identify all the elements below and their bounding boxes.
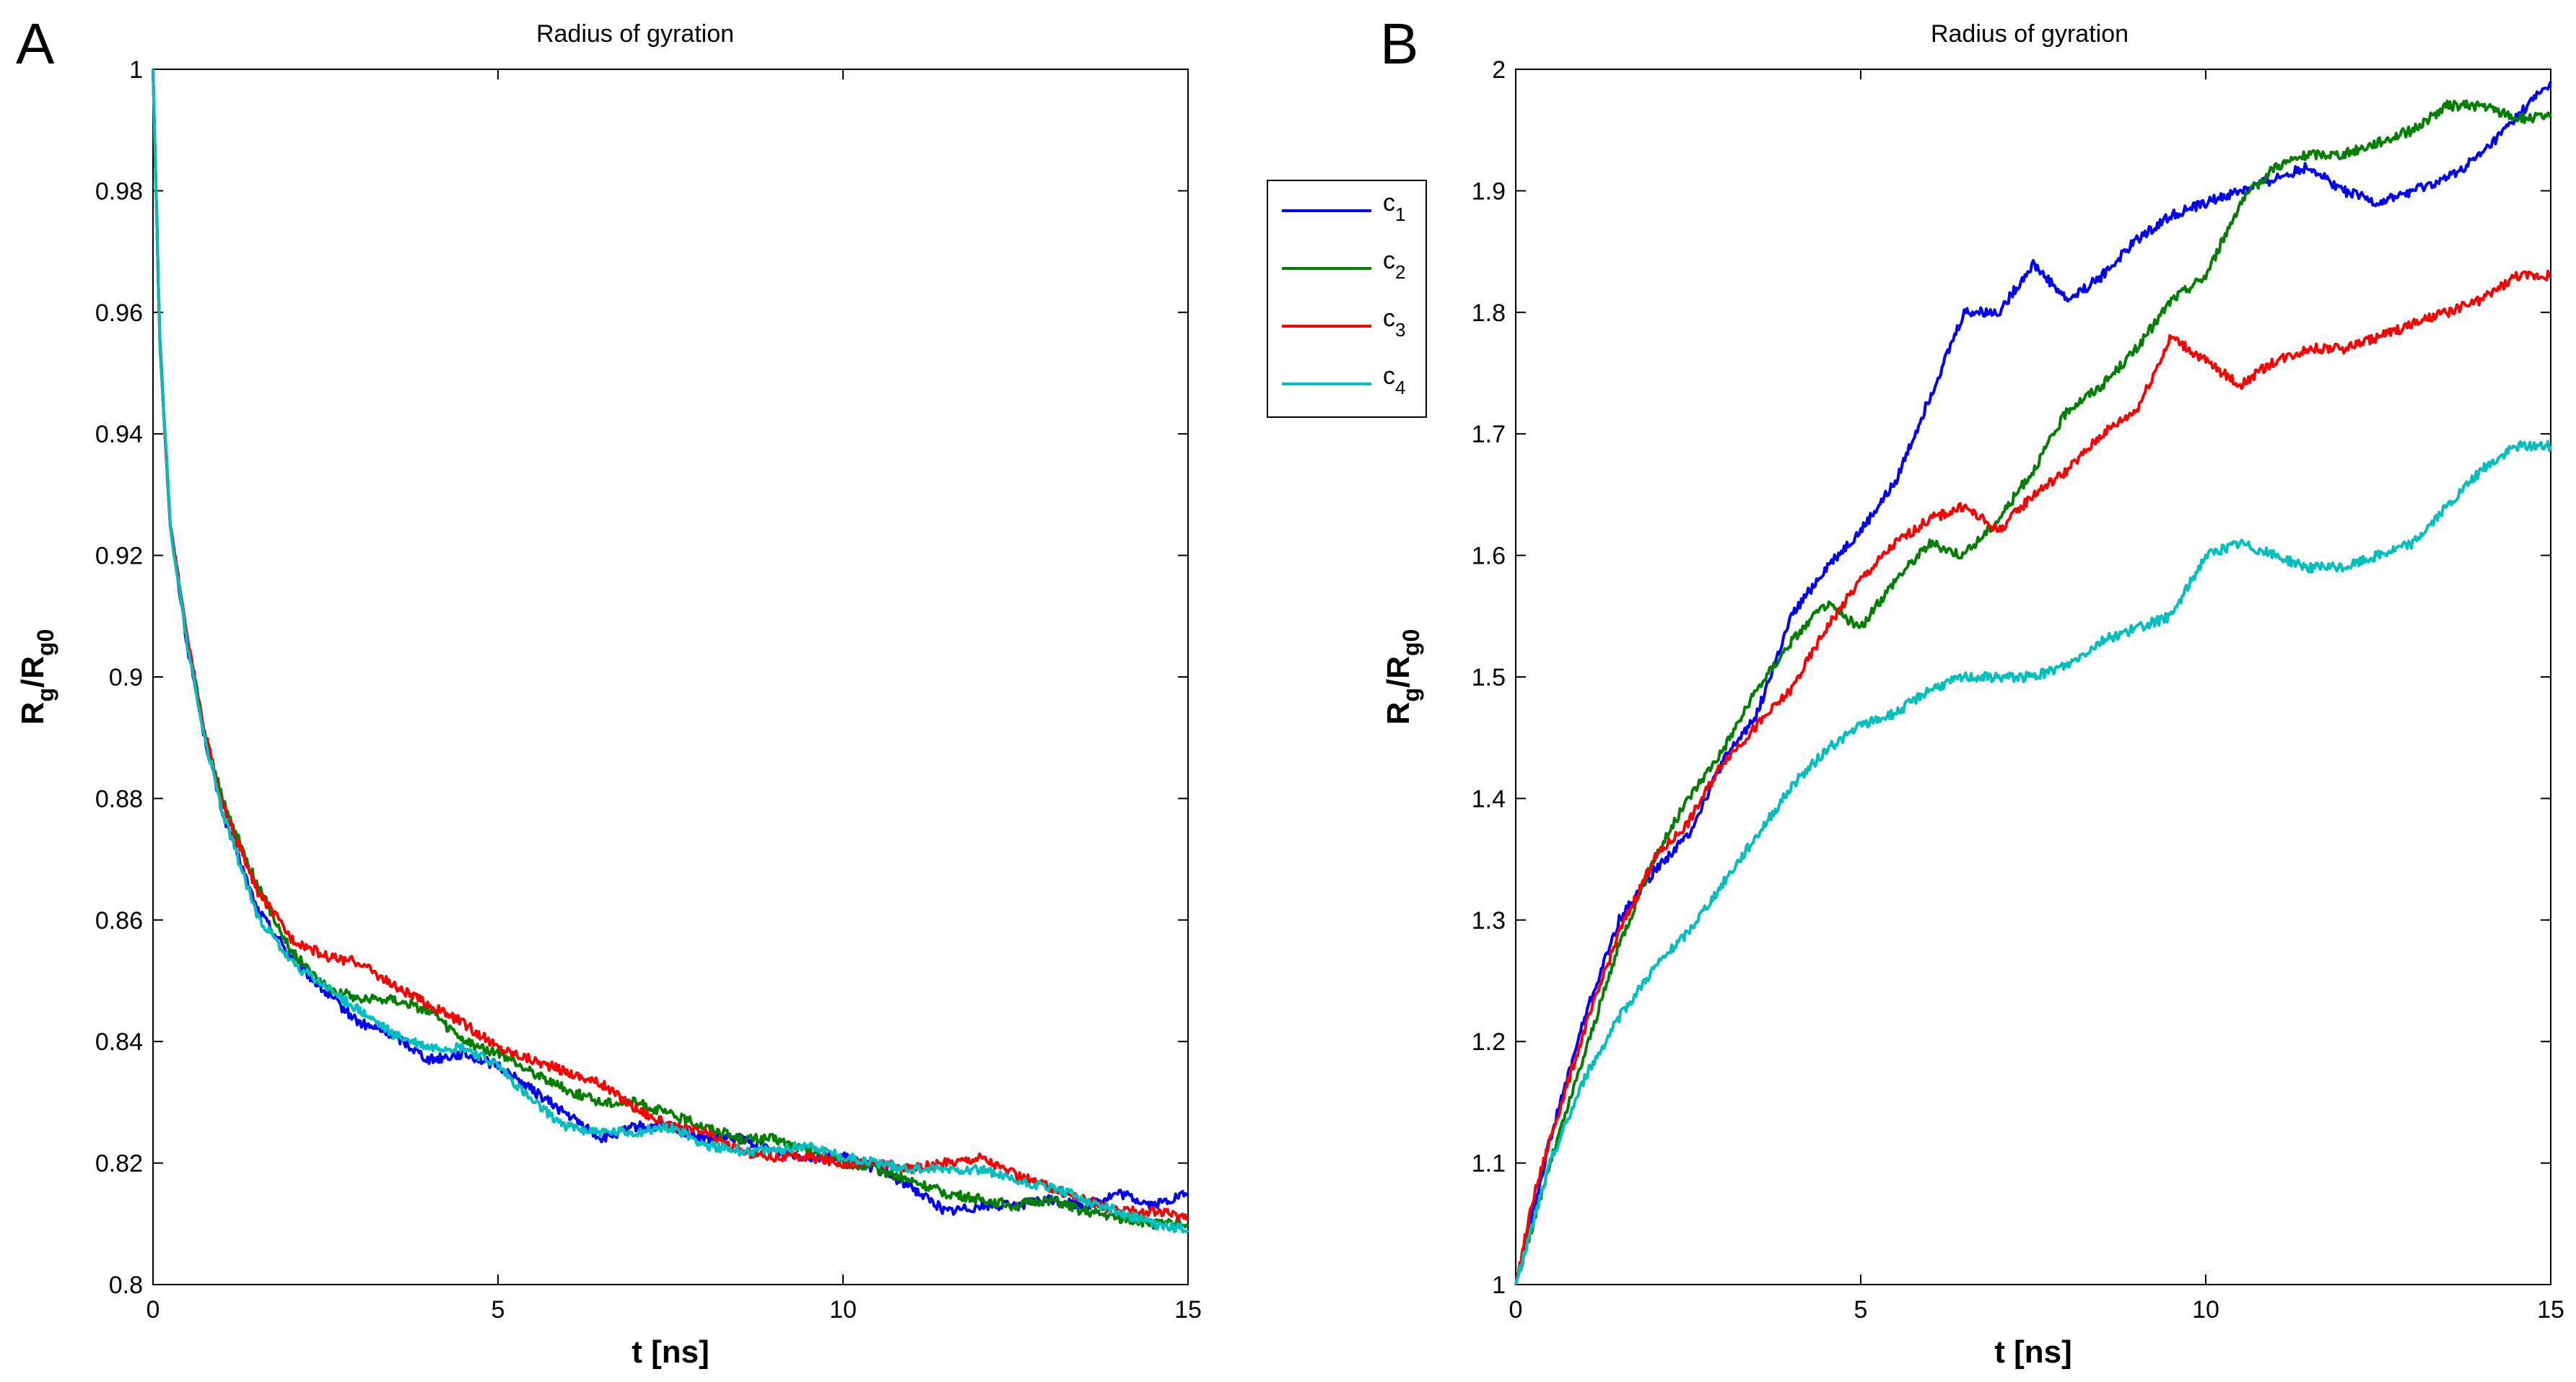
panel-a-ticks: 0 5 10 15 0.8 0.82 0.84 0.86 0.88 0.9 0.92 0.94 0.96…	[95, 56, 1202, 1324]
legend-box	[1267, 180, 1427, 418]
legend-entry-c1: c1	[1282, 189, 1405, 225]
panel-a-xtick-label: 15	[1174, 1296, 1202, 1324]
panel-a-series	[152, 69, 1189, 1233]
panel-b-ytick-label: 1.2	[1472, 1028, 1506, 1056]
panel-a-xtick-label: 0	[147, 1296, 160, 1324]
panel-b: B Radius of gyration 0 5 10 15 1 1.1 1.2 1.3 1.4…	[1380, 12, 2564, 1370]
panel-b-ytick-label: 1.4	[1472, 785, 1506, 813]
panel-a-xtick-label: 10	[829, 1296, 857, 1324]
panel-a-title: Radius of gyration	[536, 20, 734, 48]
panel-a-ytick-label: 0.86	[95, 907, 143, 935]
panel-b-ytick-label: 1	[1492, 1272, 1506, 1299]
panel-b-ytick-label: 1.1	[1472, 1150, 1506, 1178]
panel-b-series-c1	[1514, 81, 2552, 1285]
panel-b-ytick-label: 1.9	[1472, 178, 1506, 205]
panel-b-x-axis-label: t [ns]	[1994, 1334, 2072, 1370]
panel-b-xtick-label: 15	[2537, 1296, 2564, 1324]
panel-a-xtick-label: 5	[492, 1296, 505, 1324]
panel-a-ytick-label: 1	[129, 56, 143, 84]
panel-b-y-axis-label: Rg/Rg0	[1381, 629, 1424, 725]
legend-label-c4: c4	[1383, 362, 1405, 398]
legend-label-c3: c3	[1383, 305, 1405, 341]
panel-b-ytick-label: 1.7	[1472, 421, 1506, 448]
panel-a-ytick-label: 0.96	[95, 299, 143, 327]
panel-b-ylabel-sub2: g0	[1398, 629, 1424, 656]
legend-label-c2: c2	[1383, 247, 1405, 283]
legend-label-c1: c1	[1383, 189, 1405, 225]
panel-a-ylabel-sub1: g	[32, 688, 58, 702]
panel-b-ytick-label: 2	[1492, 56, 1506, 84]
panel-b-ylabel-sub1: g	[1398, 688, 1424, 702]
panel-b-ylabel-r2: /R	[1381, 656, 1416, 688]
panel-a-ylabel-r1: R	[15, 702, 51, 725]
panel-a-ylabel-r2: /R	[15, 656, 51, 688]
panel-b-ytick-label: 1.6	[1472, 543, 1506, 570]
panel-b-ticks: 0 5 10 15 1 1.1 1.2 1.3 1.4 1.5 1.6 1.7 1.8 1.9 2	[1472, 56, 2564, 1324]
panel-a-ytick-label: 0.9	[109, 664, 143, 691]
panel-b-series-c4	[1514, 439, 2552, 1285]
panel-a-ytick-label: 0.98	[95, 178, 143, 205]
panel-a-ytick-label: 0.84	[95, 1028, 143, 1056]
legend-entry-c2: c2	[1282, 247, 1405, 283]
panel-b-ytick-label: 1.5	[1472, 664, 1506, 691]
panel-a-ytick-label: 0.82	[95, 1150, 143, 1178]
legend: c1 c2 c3 c4	[1267, 180, 1427, 418]
panel-b-ylabel-r1: R	[1381, 702, 1416, 725]
legend-entry-c4: c4	[1282, 362, 1405, 398]
panel-b-xtick-label: 10	[2192, 1296, 2219, 1324]
panel-a-ylabel-sub2: g0	[32, 629, 58, 656]
panel-a-letter: A	[16, 12, 55, 76]
panel-b-xtick-label: 5	[1854, 1296, 1868, 1324]
panel-a-ytick-label: 0.92	[95, 543, 143, 570]
panel-b-title: Radius of gyration	[1931, 20, 2129, 48]
legend-entry-c3: c3	[1282, 305, 1405, 341]
panel-b-series-c2	[1514, 99, 2552, 1285]
panel-b-ytick-label: 1.3	[1472, 907, 1506, 935]
panel-b-series	[1514, 81, 2552, 1285]
panel-a-series-c3	[152, 69, 1189, 1222]
panel-a-ytick-label: 0.88	[95, 785, 143, 813]
panel-a-series-c4	[152, 69, 1189, 1233]
panel-a: A Radius of gyration 0 5 10 15 0.8 0.82 0.84 0.…	[15, 12, 1202, 1370]
panel-b-series-c3	[1514, 269, 2551, 1285]
panel-a-plot-frame	[152, 69, 1189, 1285]
panel-b-xtick-label: 0	[1509, 1296, 1523, 1324]
panel-a-ytick-label: 0.8	[109, 1272, 143, 1299]
panel-a-ytick-label: 0.94	[95, 421, 143, 448]
panel-b-ytick-label: 1.8	[1472, 299, 1506, 327]
panel-a-x-axis-label: t [ns]	[632, 1334, 710, 1370]
panel-b-letter: B	[1380, 12, 1418, 76]
panel-a-y-axis-label: Rg/Rg0	[15, 629, 58, 725]
